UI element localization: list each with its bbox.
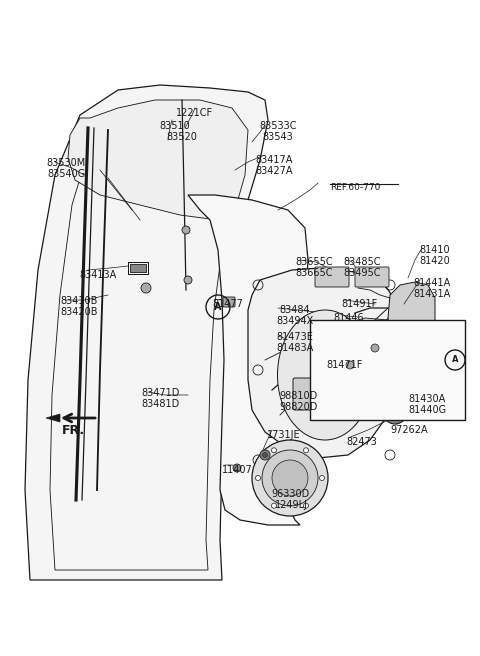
Text: 83481D: 83481D	[142, 399, 180, 409]
Circle shape	[272, 503, 276, 508]
Text: 81440G: 81440G	[408, 405, 446, 415]
Text: 81471F: 81471F	[327, 360, 363, 370]
Polygon shape	[388, 282, 435, 350]
Text: 1249LJ: 1249LJ	[275, 500, 308, 510]
Text: 81491F: 81491F	[342, 299, 378, 309]
Circle shape	[371, 344, 379, 352]
Text: 83420B: 83420B	[60, 307, 98, 317]
Text: 81483A: 81483A	[276, 343, 313, 353]
Polygon shape	[46, 414, 60, 422]
Circle shape	[320, 476, 324, 480]
Text: 83471D: 83471D	[142, 388, 180, 398]
Text: 81420: 81420	[420, 256, 450, 266]
Text: 83485C: 83485C	[343, 257, 381, 267]
Circle shape	[346, 361, 354, 369]
Text: REF.60-770: REF.60-770	[330, 183, 380, 192]
FancyBboxPatch shape	[315, 267, 349, 287]
Text: 81430A: 81430A	[408, 394, 445, 404]
Text: 81473E: 81473E	[276, 332, 313, 342]
Text: 98810D: 98810D	[280, 391, 318, 401]
Text: 1731JE: 1731JE	[267, 430, 301, 440]
FancyBboxPatch shape	[223, 297, 235, 307]
Circle shape	[272, 448, 276, 453]
Circle shape	[233, 464, 241, 472]
Text: A: A	[452, 356, 458, 365]
Polygon shape	[25, 85, 268, 580]
Text: 1221CF: 1221CF	[177, 108, 214, 118]
Text: 83540G: 83540G	[47, 169, 85, 179]
Text: 83427A: 83427A	[255, 166, 293, 176]
Circle shape	[303, 448, 309, 453]
Text: 82473: 82473	[347, 437, 377, 447]
Ellipse shape	[386, 396, 404, 418]
Text: 83665C: 83665C	[295, 268, 333, 278]
Circle shape	[255, 476, 261, 480]
Text: 83410B: 83410B	[60, 296, 98, 306]
Circle shape	[262, 450, 318, 506]
Text: 81441A: 81441A	[413, 278, 451, 288]
Text: 81446: 81446	[334, 313, 364, 323]
Circle shape	[263, 453, 267, 457]
Bar	[310, 320, 465, 420]
FancyBboxPatch shape	[293, 378, 339, 410]
Circle shape	[252, 440, 328, 516]
Text: A: A	[214, 302, 222, 312]
Circle shape	[303, 503, 309, 508]
Text: 98820D: 98820D	[280, 402, 318, 412]
Text: 96330D: 96330D	[272, 489, 310, 499]
Circle shape	[184, 276, 192, 284]
Polygon shape	[68, 100, 248, 220]
Bar	[130, 264, 146, 272]
Ellipse shape	[277, 310, 372, 440]
Text: 83417A: 83417A	[255, 155, 293, 165]
Circle shape	[260, 450, 270, 460]
Text: 83484: 83484	[280, 305, 310, 315]
Text: 83510: 83510	[160, 121, 191, 131]
Text: 83530M: 83530M	[47, 158, 85, 168]
Text: 83413A: 83413A	[79, 270, 117, 280]
Text: 11407: 11407	[222, 465, 252, 475]
Circle shape	[182, 226, 190, 234]
Text: 81410: 81410	[420, 245, 450, 255]
Polygon shape	[248, 268, 402, 458]
Text: 81431A: 81431A	[413, 289, 451, 299]
Text: 81477: 81477	[213, 299, 243, 309]
Text: FR.: FR.	[62, 424, 85, 436]
Text: 97262A: 97262A	[390, 425, 428, 435]
Text: 83494X: 83494X	[276, 316, 313, 326]
Text: 83655C: 83655C	[295, 257, 333, 267]
Text: 83543: 83543	[263, 132, 293, 142]
Circle shape	[272, 460, 308, 496]
Text: 83520: 83520	[167, 132, 197, 142]
FancyBboxPatch shape	[355, 267, 389, 287]
Polygon shape	[188, 195, 308, 525]
Circle shape	[141, 283, 151, 293]
Ellipse shape	[381, 390, 409, 424]
Text: 83533C: 83533C	[259, 121, 297, 131]
Text: 83495C: 83495C	[343, 268, 381, 278]
